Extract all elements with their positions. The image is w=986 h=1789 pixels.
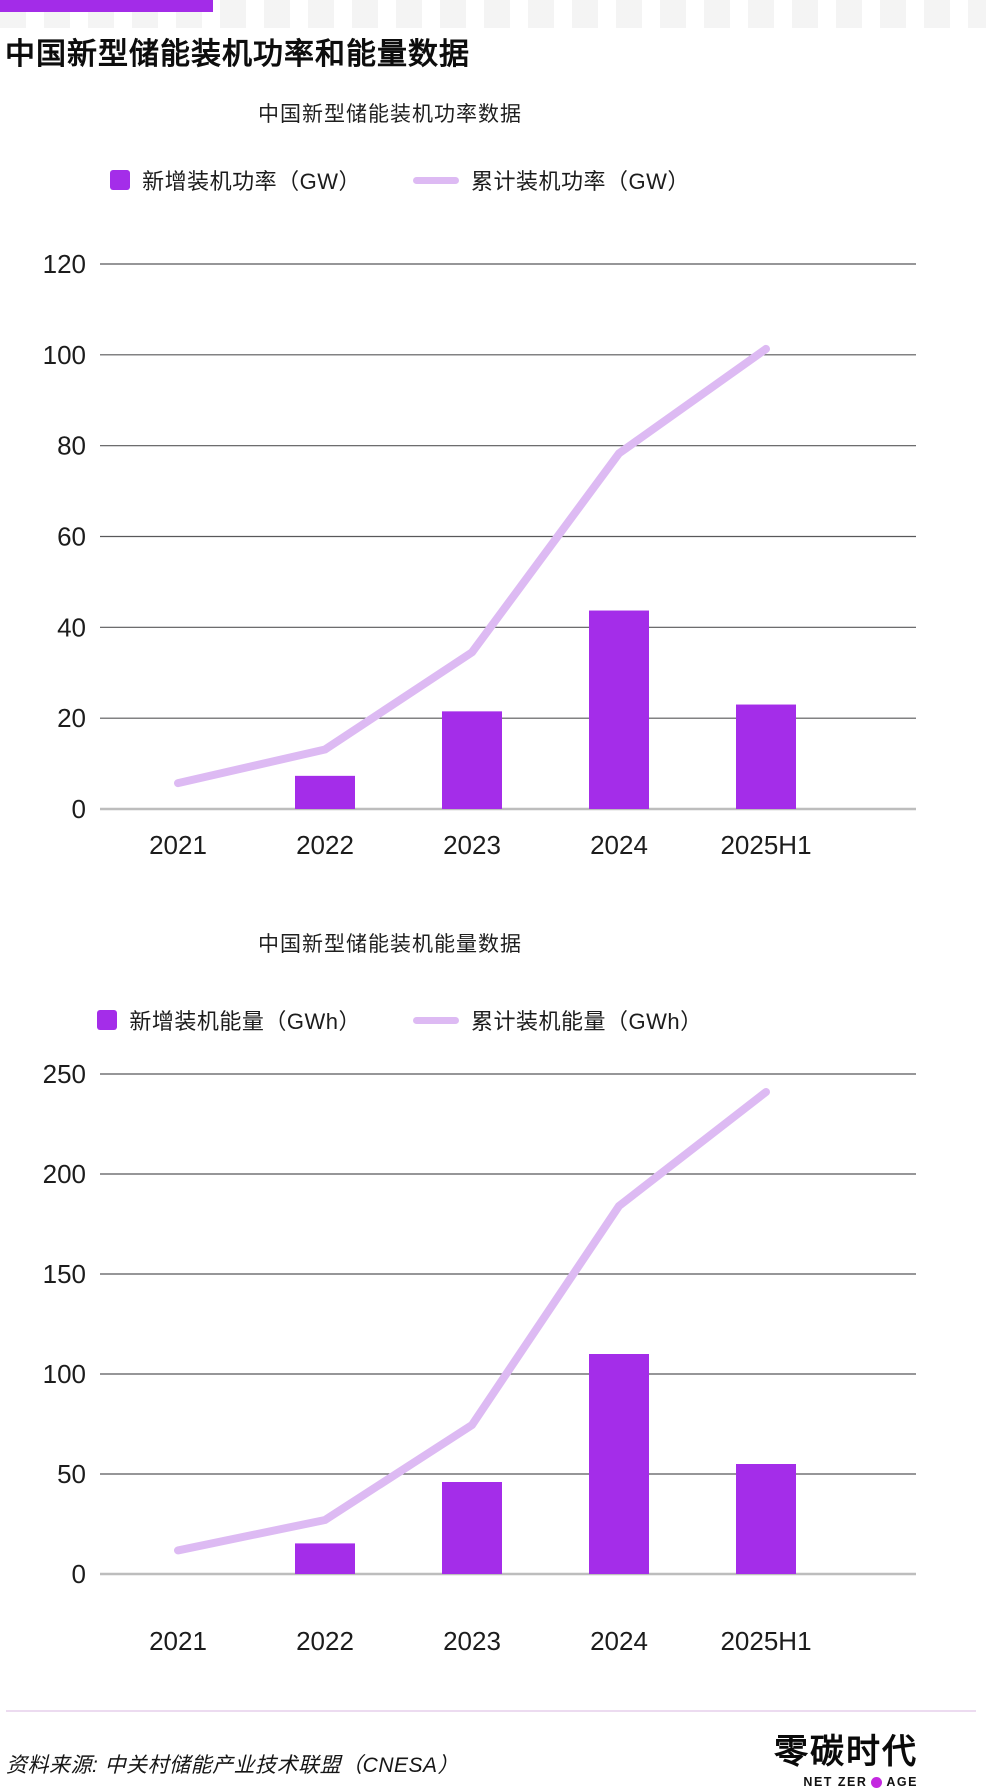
x-tick-label-2021: 2021 — [149, 1626, 207, 1656]
y-tick-label-150: 150 — [43, 1259, 86, 1289]
x-tick-label-2025H1: 2025H1 — [720, 1626, 811, 1656]
y-tick-label-80: 80 — [57, 431, 86, 461]
bar-2022 — [295, 1543, 355, 1574]
bar-legend-swatch — [110, 170, 131, 190]
page-title: 中国新型储能装机功率和能量数据 — [5, 38, 470, 71]
legend-label-new-power: 新增装机功率（GW） — [142, 169, 361, 194]
bar-2024 — [589, 1354, 649, 1574]
y-tick-label-200: 200 — [43, 1159, 86, 1189]
y-tick-label-120: 120 — [43, 249, 86, 279]
page-header — [0, 0, 986, 28]
legend-item-cumulative-power: 累计装机功率（GW） — [413, 164, 690, 196]
cumulative-line — [174, 1088, 770, 1555]
power-chart-section: 中国新型储能装机功率数据 新增装机功率（GW） 累计装机功率（GW） 0 20 40… — [0, 102, 986, 874]
source-note: 资料来源: 中关村储能产业技术联盟（CNESA） — [6, 1754, 460, 1777]
footer-divider — [6, 1710, 976, 1712]
x-tick-label-2023: 2023 — [443, 1626, 501, 1656]
brand-tagline: NET ZER AGE — [774, 1775, 918, 1789]
bar-2022 — [295, 775, 355, 809]
brand-tagline-right: AGE — [886, 1775, 918, 1789]
y-tick-label-250: 250 — [43, 1059, 86, 1089]
bar-2025H1 — [736, 1464, 796, 1574]
brand-tagline-left: NET ZER — [803, 1775, 868, 1789]
x-tick-label-2023: 2023 — [443, 830, 501, 860]
energy-chart-canvas: 0 50 100 150 200 250 2021 2022 2023 2024 2025H1 — [43, 1059, 916, 1656]
y-tick-label-0: 0 — [72, 794, 86, 824]
energy-chart-section: 中国新型储能装机能量数据 新增装机能量（GWh） 累计装机能量（GWh） 0 50… — [0, 932, 986, 1694]
y-tick-label-60: 60 — [57, 522, 86, 552]
brand-logo: 零碳时代 NET ZER AGE — [774, 1734, 918, 1789]
y-tick-label-100: 100 — [43, 340, 86, 370]
power-chart-canvas: 0 20 40 60 80 100 120 2021 2022 2023 2024 2025H1 — [43, 249, 916, 860]
legend-label-cumulative-power: 累计装机功率（GW） — [471, 169, 690, 194]
power-chart-title: 中国新型储能装机功率数据 — [258, 103, 522, 126]
x-tick-label-2025H1: 2025H1 — [720, 830, 811, 860]
legend-item-new-energy: 新增装机能量（GWh） — [97, 1004, 361, 1036]
x-tick-label-2024: 2024 — [590, 830, 648, 860]
bar-2025H1 — [736, 704, 796, 809]
cumulative-line — [174, 344, 770, 788]
y-tick-label-40: 40 — [57, 612, 86, 642]
y-tick-label-20: 20 — [57, 703, 86, 733]
x-tick-label-2022: 2022 — [296, 1626, 354, 1656]
x-tick-label-2024: 2024 — [590, 1626, 648, 1656]
brand-name: 零碳时代 — [774, 1733, 918, 1771]
energy-chart-legend: 新增装机能量（GWh） 累计装机能量（GWh） — [0, 1004, 800, 1036]
brand-dot-icon — [871, 1776, 883, 1788]
x-tick-label-2021: 2021 — [149, 830, 207, 860]
header-accent-bar — [0, 0, 213, 12]
y-tick-label-50: 50 — [57, 1459, 86, 1489]
legend-item-cumulative-energy: 累计装机能量（GWh） — [413, 1004, 703, 1036]
bar-2023 — [442, 1482, 502, 1574]
y-tick-label-100: 100 — [43, 1359, 86, 1389]
y-tick-label-0: 0 — [72, 1559, 86, 1589]
energy-chart-title: 中国新型储能装机能量数据 — [258, 933, 522, 956]
bar-2023 — [442, 711, 502, 809]
legend-label-new-energy: 新增装机能量（GWh） — [129, 1009, 361, 1034]
page-footer: 资料来源: 中关村储能产业技术联盟（CNESA） 零碳时代 NET ZER AG… — [0, 1710, 986, 1789]
legend-item-new-power: 新增装机功率（GW） — [110, 164, 361, 196]
legend-label-cumulative-energy: 累计装机能量（GWh） — [471, 1009, 703, 1034]
bar-2024 — [589, 610, 649, 809]
bar-legend-swatch — [97, 1010, 118, 1030]
x-tick-label-2022: 2022 — [296, 830, 354, 860]
line-legend-swatch — [413, 176, 459, 184]
line-legend-swatch — [413, 1016, 459, 1024]
power-chart-legend: 新增装机功率（GW） 累计装机功率（GW） — [0, 164, 800, 196]
